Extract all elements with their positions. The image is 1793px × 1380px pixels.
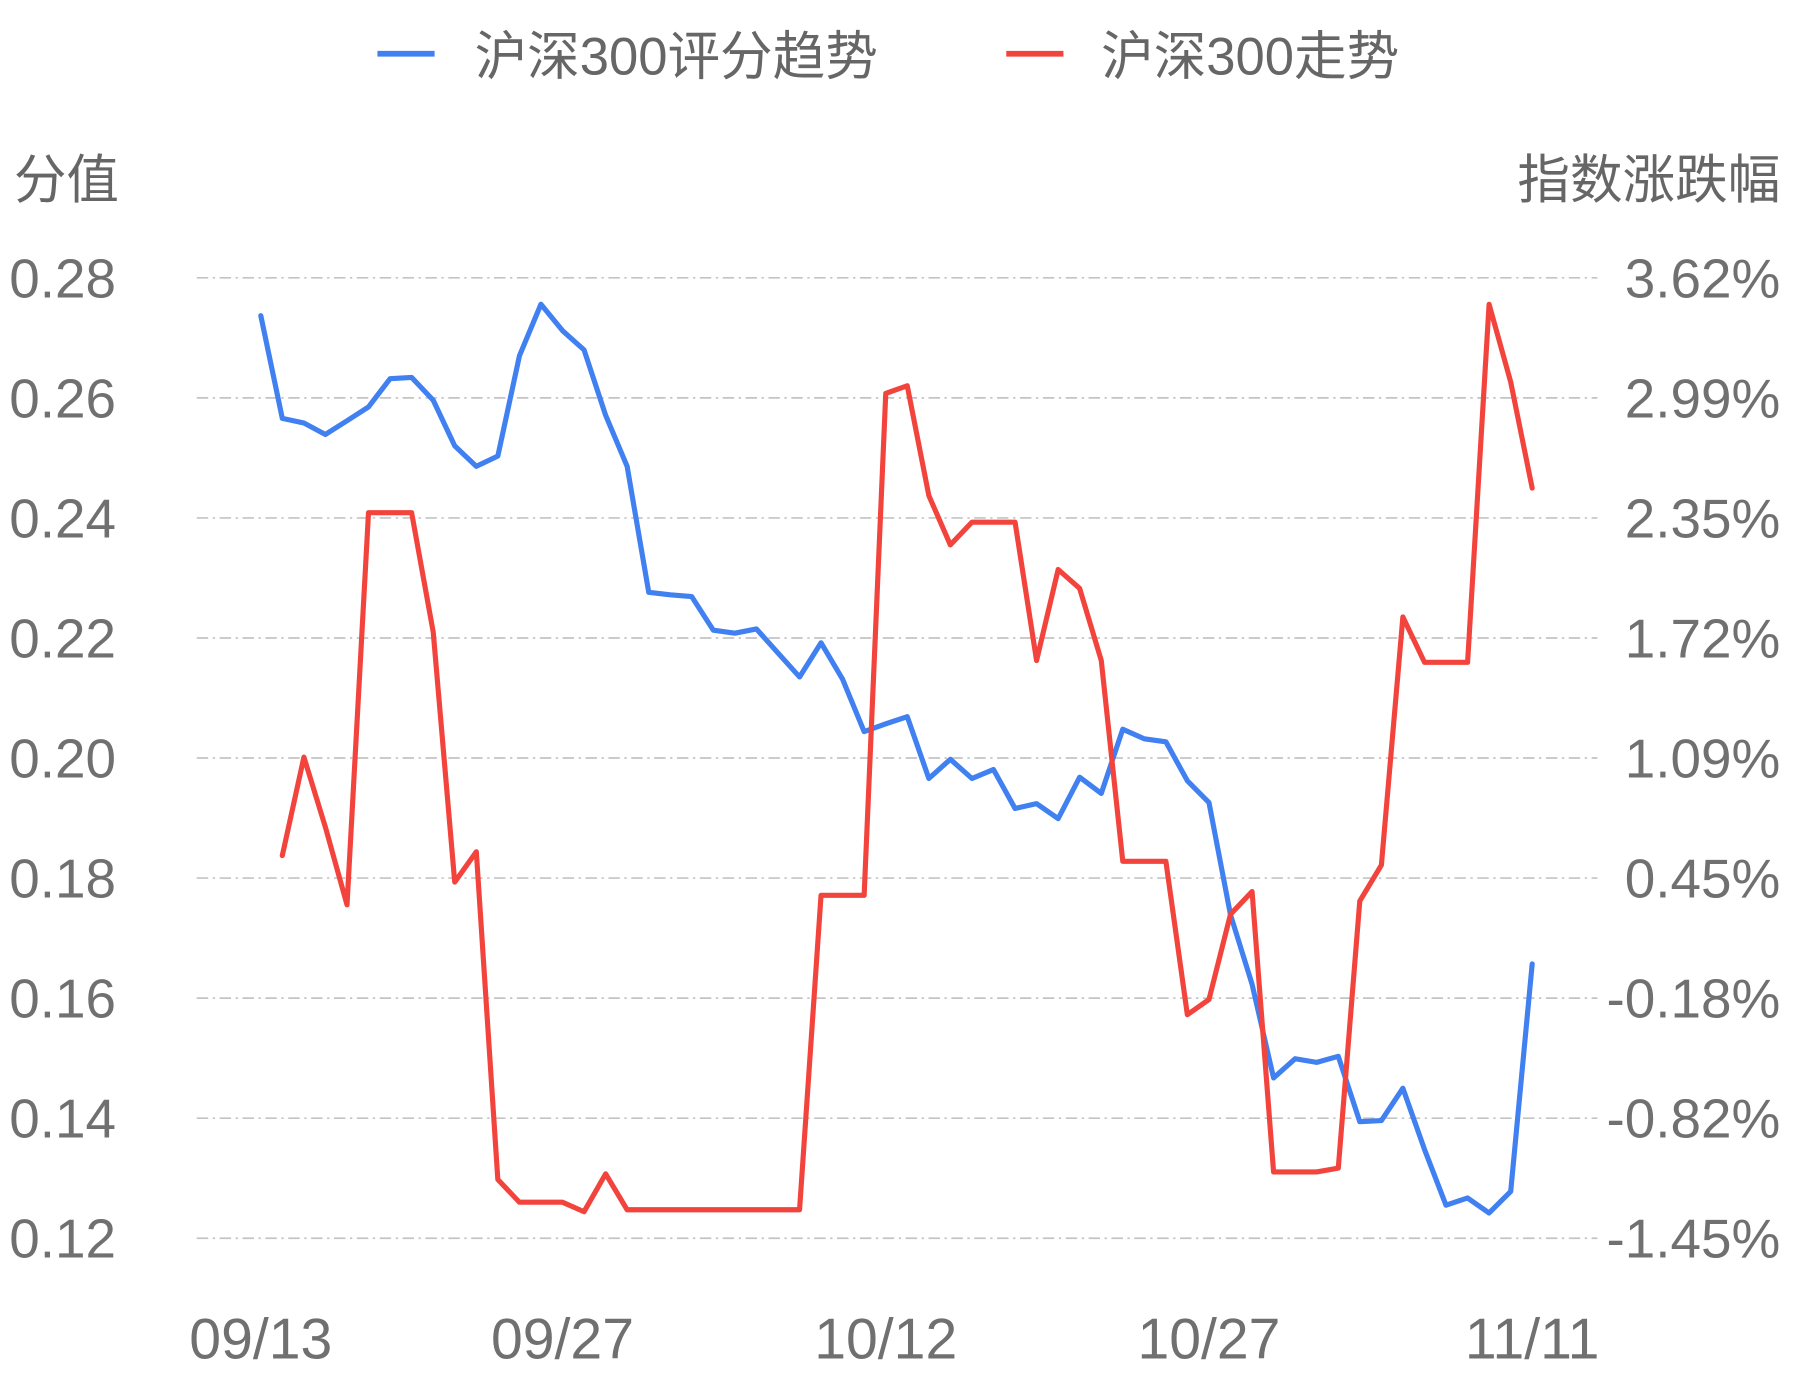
left-axis-ticks: 0.28 0.26 0.24 0.22 0.20 0.18 0.16 0.14 0.12 [9,247,116,1269]
right-axis-tick-label: -0.18% [1606,968,1780,1030]
left-axis-tick-label: 0.24 [9,487,116,549]
left-axis-tick-label: 0.26 [9,367,116,429]
right-axis-tick-label: -1.45% [1606,1208,1780,1270]
score-trend-line [258,301,1535,1216]
series-lines [258,301,1535,1216]
left-axis-title: 分值 [14,151,119,210]
left-axis-tick-label: 0.28 [9,247,116,309]
left-axis-tick-label: 0.20 [9,727,116,789]
right-axis-tick-label: 2.99% [1625,367,1781,429]
right-axis-tick-label: 1.09% [1625,727,1781,789]
x-axis-tick-label: 10/12 [814,1307,957,1371]
legend-item-score-trend[interactable]: 沪深300评分趋势 [377,27,878,86]
left-axis-tick-label: 0.22 [9,607,116,669]
legend-label-index-trend: 沪深300走势 [1101,27,1399,86]
index-trend-line [279,301,1535,1215]
x-axis-ticks: 09/13 09/27 10/12 10/27 11/11 [189,1307,1599,1371]
grid [196,276,1598,1240]
x-axis-tick-label: 11/11 [1465,1307,1600,1371]
right-axis-tick-label: 3.62% [1625,247,1781,309]
legend-label-score-trend: 沪深300评分趋势 [475,27,878,86]
x-axis-tick-label: 09/13 [189,1307,332,1371]
right-axis-tick-label: 0.45% [1625,848,1781,910]
right-axis-tick-label: 1.72% [1625,607,1781,669]
left-axis-tick-label: 0.14 [9,1088,116,1150]
legend-item-index-trend[interactable]: 沪深300走势 [1006,27,1399,86]
left-axis-tick-label: 0.18 [9,848,116,910]
x-axis-tick-label: 10/27 [1137,1307,1280,1371]
x-axis-tick-label: 09/27 [491,1307,634,1371]
right-axis-ticks: 3.62% 2.99% 2.35% 1.72% 1.09% 0.45% -0.18% -0.8… [1606,247,1780,1269]
left-axis-tick-label: 0.12 [9,1208,116,1270]
right-axis-title: 指数涨跌幅 [1517,151,1780,210]
legend: 沪深300评分趋势 沪深300走势 [377,27,1399,86]
right-axis-tick-label: 2.35% [1625,487,1781,549]
left-axis-tick-label: 0.16 [9,968,116,1030]
right-axis-tick-label: -0.82% [1606,1088,1780,1150]
